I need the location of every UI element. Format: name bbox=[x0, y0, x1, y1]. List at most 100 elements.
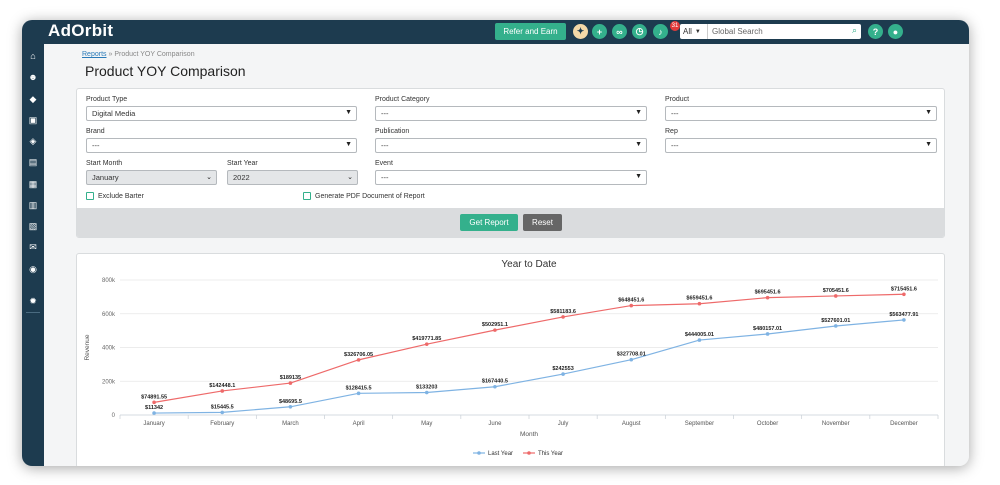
dropdown-arrow-icon: ▼ bbox=[345, 109, 352, 116]
sidebar-divider bbox=[26, 312, 40, 313]
data-point bbox=[288, 381, 293, 385]
chevron-down-icon: ▼ bbox=[694, 28, 701, 35]
brand-select[interactable]: --- ▼ bbox=[86, 138, 357, 153]
data-point bbox=[833, 324, 838, 328]
publication-select[interactable]: --- ▼ bbox=[375, 138, 647, 153]
get-report-button[interactable]: Get Report bbox=[460, 214, 518, 231]
x-tick-label: June bbox=[488, 421, 502, 427]
x-tick-label: January bbox=[143, 421, 164, 427]
data-point bbox=[902, 318, 906, 322]
settings-gear-icon[interactable]: ✹ bbox=[29, 295, 37, 306]
link-icon[interactable]: ∞ bbox=[612, 24, 627, 39]
data-point bbox=[629, 357, 634, 362]
document-icon[interactable]: ▤ bbox=[28, 156, 38, 167]
filter-panel: Product Type Digital Media ▼ Product Cate… bbox=[76, 88, 945, 238]
exclude-barter-checkbox[interactable] bbox=[86, 192, 94, 200]
mail-icon[interactable]: ✉ bbox=[29, 241, 37, 252]
top-bar: AdOrbit Refer and Earn ✦ + ∞ ◷ ♪ 31 All ▼… bbox=[22, 20, 969, 44]
product-category-label: Product Category bbox=[375, 96, 430, 103]
breadcrumb-current: Product YOY Comparison bbox=[114, 51, 195, 58]
sidebar: ⌂ ☻ ◆ ▣ ◈ ▤ ▦ ▥ ▧ ✉ ◉ ✹ bbox=[22, 44, 44, 466]
product-type-select[interactable]: Digital Media ▼ bbox=[86, 106, 357, 121]
data-point bbox=[424, 342, 429, 346]
contacts-icon[interactable]: ☻ bbox=[28, 72, 38, 82]
data-point bbox=[765, 332, 770, 336]
data-point bbox=[697, 338, 702, 342]
data-point bbox=[288, 404, 293, 409]
start-year-label: Start Year bbox=[227, 160, 258, 167]
generate-pdf-label: Generate PDF Document of Report bbox=[315, 193, 425, 200]
analytics-icon[interactable]: ◉ bbox=[29, 263, 37, 274]
data-label: $11342 bbox=[145, 405, 163, 411]
start-year-select[interactable]: 2022 ⌄ bbox=[227, 170, 358, 185]
data-point bbox=[765, 295, 770, 300]
event-select[interactable]: --- ▼ bbox=[375, 170, 647, 185]
data-point bbox=[833, 294, 838, 298]
x-tick-label: August bbox=[622, 421, 641, 427]
filter-action-bar: Get Report Reset bbox=[77, 208, 944, 237]
breadcrumb-reports-link[interactable]: Reports bbox=[82, 51, 107, 58]
product-category-select[interactable]: --- ▼ bbox=[375, 106, 647, 121]
data-label: $527601.01 bbox=[821, 318, 850, 324]
legend-label: This Year bbox=[538, 451, 563, 457]
start-year-value: 2022 bbox=[233, 173, 250, 182]
chevron-down-icon: ⌄ bbox=[206, 174, 212, 181]
data-label: $326706.05 bbox=[344, 352, 373, 358]
app-logo: AdOrbit bbox=[48, 21, 114, 40]
data-label: $581183.6 bbox=[550, 309, 576, 315]
app-window: AdOrbit Refer and Earn ✦ + ∞ ◷ ♪ 31 All ▼… bbox=[22, 20, 969, 466]
chart-panel: Year to Date 0 200k 400k 600k 800k January Febr… bbox=[76, 253, 945, 466]
billing-icon[interactable]: ▦ bbox=[28, 178, 38, 189]
product-type-label: Product Type bbox=[86, 96, 128, 103]
sales-icon[interactable]: ◆ bbox=[29, 93, 37, 104]
notification-badge: 31 bbox=[670, 21, 680, 31]
data-label: $648451.6 bbox=[618, 298, 644, 304]
x-tick-label: July bbox=[558, 421, 569, 427]
data-label: $167440.5 bbox=[482, 379, 508, 385]
data-point bbox=[424, 390, 429, 395]
bell-icon[interactable]: ♪ bbox=[653, 24, 668, 39]
data-label: $128415.5 bbox=[346, 385, 372, 391]
generate-pdf-checkbox[interactable] bbox=[303, 192, 311, 200]
product-value: --- bbox=[671, 109, 679, 118]
product-select[interactable]: --- ▼ bbox=[665, 106, 937, 121]
clock-icon[interactable]: ◷ bbox=[632, 24, 647, 39]
breadcrumb-separator: » bbox=[106, 51, 115, 58]
dropdown-arrow-icon: ▼ bbox=[635, 141, 642, 148]
brand-label: Brand bbox=[86, 128, 105, 135]
x-tick-label: March bbox=[282, 421, 299, 427]
data-label: $705451.6 bbox=[823, 288, 849, 294]
legend-label: Last Year bbox=[488, 451, 513, 457]
user-avatar-icon[interactable]: ● bbox=[888, 24, 903, 39]
data-point bbox=[356, 358, 361, 362]
global-search-input[interactable]: Global Search ⌕ bbox=[707, 24, 861, 39]
data-label: $659451.6 bbox=[686, 296, 712, 302]
search-scope-select[interactable]: All ▼ bbox=[680, 24, 707, 39]
y-axis-label: Revenue bbox=[84, 334, 91, 360]
reset-button[interactable]: Reset bbox=[523, 214, 562, 231]
clipboard-icon[interactable]: ▥ bbox=[28, 199, 38, 210]
series-line-this-year bbox=[153, 293, 904, 403]
x-tick-label: November bbox=[822, 421, 850, 427]
event-value: --- bbox=[381, 173, 389, 182]
breadcrumb: Reports » Product YOY Comparison bbox=[82, 51, 195, 58]
media-icon[interactable]: ▣ bbox=[28, 114, 38, 125]
megaphone-icon[interactable]: ✦ bbox=[573, 24, 588, 39]
search-icon[interactable]: ⌕ bbox=[851, 25, 857, 35]
data-label: $189135 bbox=[280, 375, 301, 381]
tag-icon[interactable]: ◈ bbox=[29, 135, 37, 146]
refer-and-earn-button[interactable]: Refer and Earn bbox=[495, 23, 566, 40]
data-label: $133203 bbox=[416, 385, 437, 391]
data-point bbox=[697, 301, 702, 306]
data-point bbox=[561, 372, 565, 376]
search-placeholder: Global Search bbox=[712, 27, 763, 36]
data-label: $480157.01 bbox=[753, 326, 782, 332]
chart-title: Year to Date bbox=[501, 259, 557, 270]
help-icon[interactable]: ? bbox=[868, 24, 883, 39]
add-icon[interactable]: + bbox=[592, 24, 607, 39]
product-type-value: Digital Media bbox=[92, 109, 136, 118]
home-icon[interactable]: ⌂ bbox=[30, 51, 36, 61]
rep-select[interactable]: --- ▼ bbox=[665, 138, 937, 153]
start-month-select[interactable]: January ⌄ bbox=[86, 170, 217, 185]
reports-icon[interactable]: ▧ bbox=[28, 220, 38, 231]
